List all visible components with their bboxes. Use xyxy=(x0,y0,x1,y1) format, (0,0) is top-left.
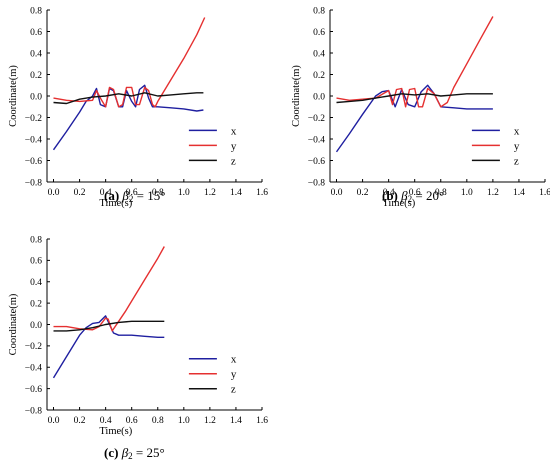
x-tick-label-c: 0.4 xyxy=(100,416,112,426)
caption-c-label: (c) xyxy=(104,445,119,460)
y-axis-title-a: Coordinate(m) xyxy=(8,65,19,127)
y-tick-label-b: 0.6 xyxy=(313,28,325,38)
y-tick-label-b: 0.4 xyxy=(313,49,325,59)
y-tick-label-c: −0.6 xyxy=(25,385,42,395)
x-tick-label-b: 1.6 xyxy=(539,188,550,198)
caption-b-value: = 20° xyxy=(412,188,445,203)
x-axis-title-a: Time(s) xyxy=(99,198,132,209)
y-tick-label-b: −0.2 xyxy=(308,114,325,124)
caption-c-sub: 2 xyxy=(128,451,133,461)
x-tick-label-a: 0.8 xyxy=(152,188,164,198)
legend-label-z-c: z xyxy=(231,384,236,396)
caption-b-label: (b) xyxy=(382,188,398,203)
series-line-x-c xyxy=(52,315,165,379)
series-line-z-c xyxy=(53,320,165,332)
caption-a-value: = 15° xyxy=(133,188,166,203)
y-axis-title-c: Coordinate(m) xyxy=(8,293,19,355)
series-line-y-b xyxy=(336,16,494,108)
x-tick-label-c: 0.8 xyxy=(152,416,164,426)
caption-b-sub: 2 xyxy=(407,194,413,204)
y-tick-label-b: 0.2 xyxy=(313,71,325,81)
x-tick-label-a: 0.2 xyxy=(74,188,86,198)
x-tick-label-b: 1.2 xyxy=(487,188,499,198)
y-tick-label-b: 0.0 xyxy=(313,92,325,102)
caption-c-value: = 25° xyxy=(132,445,165,460)
x-tick-label-b: 0.4 xyxy=(383,188,395,198)
x-tick-label-b: 0.8 xyxy=(435,188,447,198)
caption-a-sub: 2 xyxy=(128,194,134,204)
caption-a: (a) β2 = 15° xyxy=(104,188,165,204)
y-tick-label-c: 0.0 xyxy=(30,321,42,331)
legend-label-y-a: y xyxy=(231,140,237,152)
caption-c: (c) β2 = 25° xyxy=(104,445,165,461)
y-tick-label-b: 0.8 xyxy=(313,6,325,16)
y-tick-label-b: −0.6 xyxy=(308,157,325,167)
y-tick-label-c: −0.4 xyxy=(25,364,42,374)
x-tick-label-c: 1.2 xyxy=(204,416,216,426)
x-tick-label-c: 0.0 xyxy=(48,416,60,426)
y-tick-label-a: −0.6 xyxy=(25,157,42,167)
x-tick-label-c: 1.4 xyxy=(230,416,242,426)
x-tick-label-a: 1.4 xyxy=(230,188,242,198)
x-tick-label-b: 0.0 xyxy=(331,188,343,198)
y-tick-label-a: −0.2 xyxy=(25,114,42,124)
y-tick-label-c: 0.6 xyxy=(30,257,42,267)
y-tick-label-a: 0.6 xyxy=(30,28,42,38)
legend-label-x-b: x xyxy=(514,125,520,137)
y-tick-label-a: 0.0 xyxy=(30,92,42,102)
chart-c: 0.8 0.6 0.4 0.2 0.0 −0.2 −0.4 −0.6 −0.8 0.0 0.2 0.4… xyxy=(8,235,268,437)
caption-c-symbol: β xyxy=(121,445,129,460)
x-tick-label-a: 0.6 xyxy=(126,188,138,198)
legend-label-z-a: z xyxy=(231,155,236,167)
y-tick-label-b: −0.4 xyxy=(308,135,325,145)
y-tick-label-c: −0.2 xyxy=(25,342,42,352)
y-tick-label-a: 0.2 xyxy=(30,71,42,81)
series-line-y-a xyxy=(53,17,206,108)
x-tick-label-a: 1.2 xyxy=(204,188,216,198)
legend-label-x-c: x xyxy=(231,354,237,366)
x-tick-label-c: 0.6 xyxy=(126,416,138,426)
series-line-z-b xyxy=(336,93,493,104)
y-tick-label-c: 0.4 xyxy=(30,278,42,288)
x-tick-label-c: 1.6 xyxy=(256,416,268,426)
chart-a: 0.8 0.6 0.4 0.2 0.0 −0.2 −0.4 −0.6 −0.8 0.0 0.2 0.4… xyxy=(8,6,268,209)
x-tick-label-b: 0.2 xyxy=(357,188,369,198)
series-line-z-a xyxy=(53,92,204,105)
x-axis-title-c: Time(s) xyxy=(99,426,132,437)
x-tick-label-a: 0.0 xyxy=(48,188,60,198)
x-tick-label-b: 0.6 xyxy=(409,188,421,198)
x-tick-label-a: 0.4 xyxy=(100,188,112,198)
y-tick-label-b: −0.8 xyxy=(308,178,325,188)
x-tick-label-b: 1.0 xyxy=(461,188,473,198)
x-tick-label-b: 1.4 xyxy=(513,188,525,198)
legend-label-y-c: y xyxy=(231,369,237,381)
y-axis-title-b: Coordinate(m) xyxy=(291,65,302,127)
y-tick-label-c: −0.8 xyxy=(25,406,42,416)
x-tick-label-a: 1.0 xyxy=(178,188,190,198)
y-tick-label-a: 0.8 xyxy=(30,6,42,16)
x-tick-label-c: 0.2 xyxy=(74,416,86,426)
y-tick-label-c: 0.2 xyxy=(30,299,42,309)
caption-b-symbol: β xyxy=(401,188,408,203)
caption-a-symbol: β xyxy=(122,188,129,203)
chart-b: 0.8 0.6 0.4 0.2 0.0 −0.2 −0.4 −0.6 −0.8 0.0 0.2 0.4… xyxy=(291,6,550,209)
caption-a-label: (a) xyxy=(104,188,120,203)
x-tick-label-c: 1.0 xyxy=(178,416,190,426)
caption-b: (b) β2 = 20° xyxy=(382,188,444,204)
legend-label-x-a: x xyxy=(231,125,237,137)
x-tick-label-a: 1.6 xyxy=(256,188,268,198)
x-axis-title-b: Time(s) xyxy=(382,198,415,209)
y-tick-label-c: 0.8 xyxy=(30,235,42,245)
legend-label-z-b: z xyxy=(514,155,519,167)
y-tick-label-a: −0.8 xyxy=(25,178,42,188)
series-line-y-c xyxy=(53,246,165,332)
y-tick-label-a: 0.4 xyxy=(30,49,42,59)
y-tick-label-a: −0.4 xyxy=(25,135,42,145)
legend-label-y-b: y xyxy=(514,140,520,152)
